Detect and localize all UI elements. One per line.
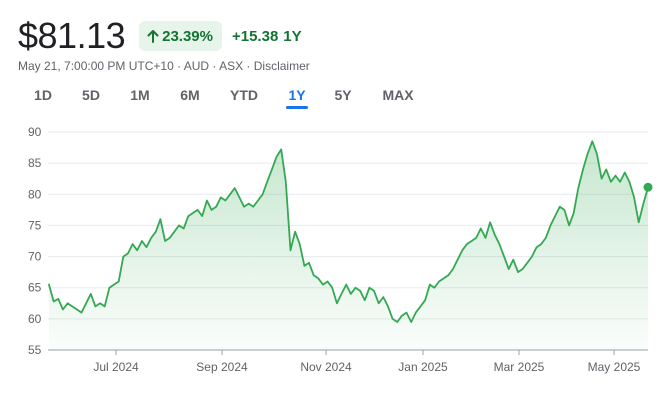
x-tick-label: Nov 2024 <box>300 360 352 374</box>
price-area-fill <box>49 141 648 350</box>
y-tick-label: 90 <box>28 125 42 139</box>
range-tab-5d[interactable]: 5D <box>82 87 100 103</box>
x-tick-label: Mar 2025 <box>494 360 545 374</box>
y-tick-label: 65 <box>28 281 42 295</box>
change-percent: 23.39% <box>162 27 213 45</box>
x-tick-label: Sep 2024 <box>196 360 248 374</box>
last-price-dot <box>643 182 653 192</box>
range-tab-max[interactable]: MAX <box>382 87 414 103</box>
price-line <box>48 140 649 323</box>
y-tick-label: 85 <box>28 156 42 170</box>
range-tab-6m[interactable]: 6M <box>180 87 200 103</box>
x-tick-label: May 2025 <box>588 360 641 374</box>
y-tick-label: 75 <box>28 218 42 232</box>
current-price: $81.13 <box>18 15 126 56</box>
change-period: 1Y <box>283 27 302 45</box>
y-tick-label: 70 <box>28 250 42 264</box>
change-absolute: +15.38 <box>231 27 279 45</box>
range-tab-1d[interactable]: 1D <box>34 87 52 103</box>
quote-meta: May 21, 7:00:00 PM UTC+10 · AUD · ASX · … <box>18 59 310 73</box>
change-percent-badge: 23.39% <box>139 21 222 51</box>
price-header: $81.13 23.39% +15.38 1Y <box>18 14 302 58</box>
range-tab-1m[interactable]: 1M <box>130 87 150 103</box>
arrow-up-icon <box>147 29 159 43</box>
range-tab-ytd[interactable]: YTD <box>230 87 258 103</box>
active-tab-indicator <box>286 106 308 109</box>
y-tick-label: 80 <box>28 187 42 201</box>
y-tick-label: 60 <box>28 312 42 326</box>
x-tick-label: Jan 2025 <box>398 360 448 374</box>
price-chart: 90 85 80 75 70 65 60 55 Jul 2024 Sep 2024 Nov 2024… <box>28 125 653 374</box>
range-tab-5y[interactable]: 5Y <box>334 87 352 103</box>
range-tab-1y[interactable]: 1Y <box>288 87 306 103</box>
x-tick-label: Jul 2024 <box>93 360 139 374</box>
y-tick-label: 55 <box>28 343 42 357</box>
